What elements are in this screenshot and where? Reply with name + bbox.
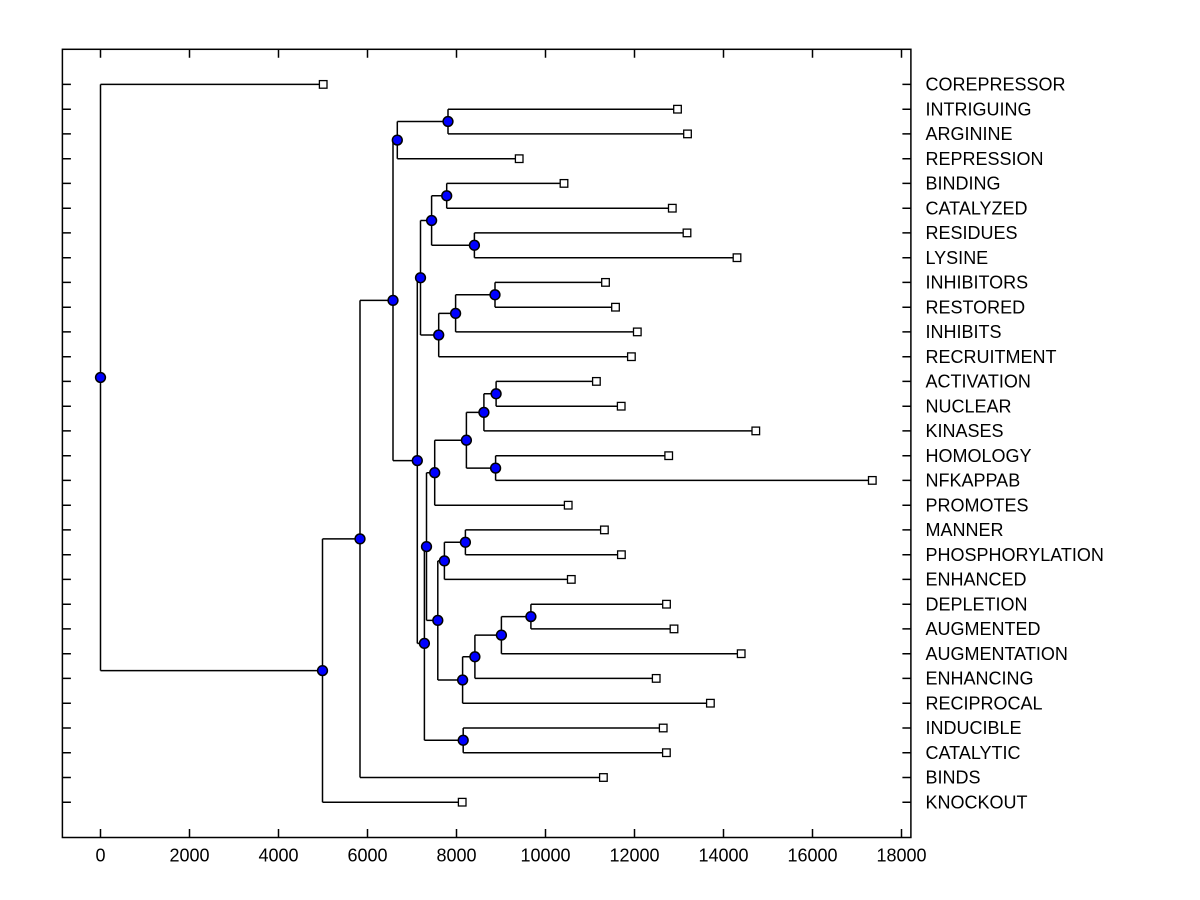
svg-text:KINASES: KINASES xyxy=(926,421,1004,441)
svg-text:HOMOLOGY: HOMOLOGY xyxy=(926,446,1032,466)
svg-text:CATALYZED: CATALYZED xyxy=(926,198,1028,218)
svg-text:INHIBITS: INHIBITS xyxy=(926,322,1002,342)
svg-text:2000: 2000 xyxy=(169,846,209,866)
svg-text:KNOCKOUT: KNOCKOUT xyxy=(926,792,1028,812)
svg-text:PHOSPHORYLATION: PHOSPHORYLATION xyxy=(926,545,1104,565)
svg-text:12000: 12000 xyxy=(609,846,659,866)
svg-text:18000: 18000 xyxy=(876,846,926,866)
svg-text:6000: 6000 xyxy=(347,846,387,866)
svg-text:INTRIGUING: INTRIGUING xyxy=(926,99,1032,119)
svg-text:BINDING: BINDING xyxy=(926,174,1001,194)
svg-text:14000: 14000 xyxy=(698,846,748,866)
svg-text:INHIBITORS: INHIBITORS xyxy=(926,273,1029,293)
svg-text:ENHANCED: ENHANCED xyxy=(926,570,1027,590)
svg-text:16000: 16000 xyxy=(787,846,837,866)
svg-text:0: 0 xyxy=(95,846,105,866)
svg-text:10000: 10000 xyxy=(520,846,570,866)
svg-text:NUCLEAR: NUCLEAR xyxy=(926,396,1012,416)
svg-text:4000: 4000 xyxy=(258,846,298,866)
svg-text:AUGMENTED: AUGMENTED xyxy=(926,619,1041,639)
svg-text:RESTORED: RESTORED xyxy=(926,297,1026,317)
svg-text:BINDS: BINDS xyxy=(926,768,981,788)
svg-text:ENHANCING: ENHANCING xyxy=(926,669,1034,689)
svg-text:ACTIVATION: ACTIVATION xyxy=(926,372,1031,392)
svg-text:ARGININE: ARGININE xyxy=(926,124,1013,144)
svg-text:AUGMENTATION: AUGMENTATION xyxy=(926,644,1068,664)
svg-text:CATALYTIC: CATALYTIC xyxy=(926,743,1021,763)
svg-text:LYSINE: LYSINE xyxy=(926,248,989,268)
svg-text:DEPLETION: DEPLETION xyxy=(926,594,1028,614)
svg-text:RESIDUES: RESIDUES xyxy=(926,223,1018,243)
svg-text:REPRESSION: REPRESSION xyxy=(926,149,1044,169)
svg-text:NFKAPPAB: NFKAPPAB xyxy=(926,471,1021,491)
svg-text:8000: 8000 xyxy=(436,846,476,866)
svg-text:INDUCIBLE: INDUCIBLE xyxy=(926,718,1022,738)
svg-text:MANNER: MANNER xyxy=(926,520,1004,540)
svg-text:RECRUITMENT: RECRUITMENT xyxy=(926,347,1057,367)
svg-text:RECIPROCAL: RECIPROCAL xyxy=(926,693,1043,713)
svg-text:COREPRESSOR: COREPRESSOR xyxy=(926,75,1066,95)
svg-text:PROMOTES: PROMOTES xyxy=(926,495,1029,515)
